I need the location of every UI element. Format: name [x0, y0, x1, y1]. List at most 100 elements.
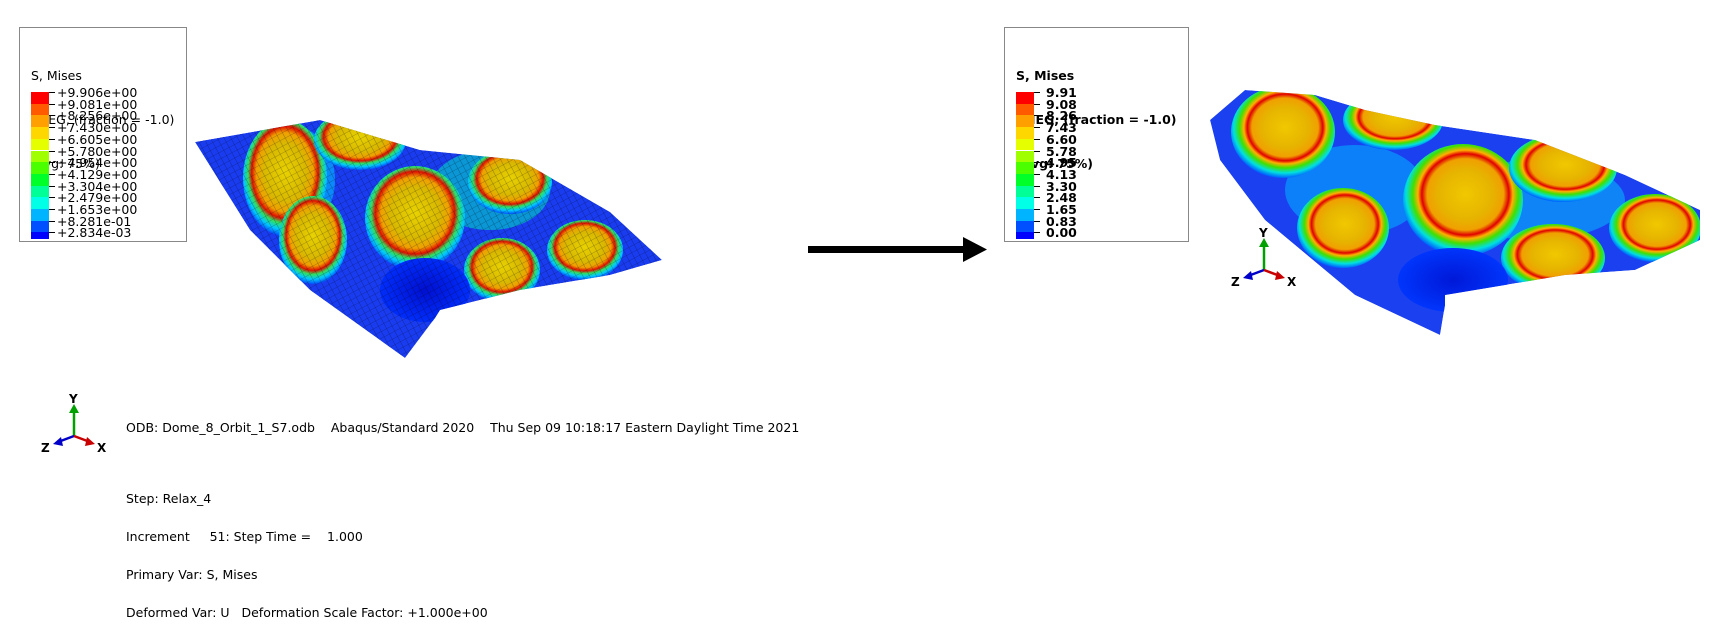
right-legend-value: 9.91 — [1046, 85, 1077, 100]
left-legend-tick — [49, 138, 55, 140]
left-legend-tick — [49, 220, 55, 222]
left-legend-value: +8.256e+00 — [57, 108, 138, 124]
right-legend-tick — [1034, 185, 1040, 187]
left-legend-value: +9.906e+00 — [57, 85, 138, 100]
right-legend-swatch — [1016, 185, 1034, 198]
left-legend-swatch — [31, 138, 49, 151]
left-legend-swatch — [31, 232, 49, 240]
left-legend-title: S, Mises — [31, 68, 82, 84]
left-legend-tick — [49, 209, 55, 210]
left-legend-swatch — [31, 173, 49, 186]
increment-line: Increment 51: Step Time = 1.000 — [126, 528, 363, 544]
left-legend-tick — [49, 103, 55, 105]
left-legend-value: +6.605e+00 — [57, 131, 138, 147]
left-legend-value: +3.304e+00 — [57, 178, 138, 194]
right-legend-swatch — [1016, 138, 1034, 151]
right-triad-x-label: X — [1287, 275, 1297, 289]
right-legend-avg: (Avg: 75%) — [1016, 155, 1094, 171]
left-legend-swatch — [31, 185, 49, 198]
right-dome-blue — [1398, 248, 1508, 312]
right-legend-swatch — [1016, 103, 1034, 116]
right-legend-swatch — [1016, 209, 1034, 221]
right-legend-swatch — [1016, 115, 1034, 128]
right-legend-value: 8.26 — [1046, 108, 1077, 124]
right-legend-tick — [1034, 92, 1040, 93]
left-legend-tick — [49, 127, 55, 129]
right-legend-value: 6.60 — [1046, 131, 1077, 147]
left-legend-swatch — [31, 220, 49, 233]
left-legend-value: +9.081e+00 — [57, 96, 138, 112]
right-legend-value: 0.00 — [1046, 225, 1077, 241]
right-legend-tick — [1034, 138, 1040, 140]
right-legend-tick — [1034, 220, 1040, 222]
right-legend-subtitle: SNEG, (fraction = -1.0) — [1016, 111, 1177, 127]
transition-arrow — [808, 237, 987, 262]
left-legend-swatch — [31, 115, 49, 128]
left-legend-value: +4.129e+00 — [57, 166, 138, 182]
right-legend-swatch — [1016, 162, 1034, 174]
step-line: Step: Relax_4 — [126, 491, 212, 507]
right-legend-tick — [1034, 232, 1040, 234]
right-legend-tick — [1034, 103, 1040, 105]
right-legend-tick — [1034, 127, 1040, 129]
odb-line: ODB: Dome_8_Orbit_1_S7.odb Abaqus/Standa… — [126, 420, 800, 436]
right-legend-swatch — [1016, 150, 1034, 163]
right-legend-value: 7.43 — [1046, 120, 1077, 136]
right-dome-2 — [1343, 90, 1443, 150]
left-legend-value: +7.430e+00 — [57, 120, 138, 136]
left-legend-value: +1.653e+00 — [57, 202, 138, 217]
right-legend-swatch — [1016, 127, 1034, 139]
left-legend-tick — [49, 232, 55, 234]
left-legend-swatch — [31, 127, 49, 139]
right-legend-swatch — [1016, 173, 1034, 186]
right-dome-1 — [1231, 90, 1335, 178]
right-legend-value: 1.65 — [1046, 202, 1077, 217]
right-legend-value: 0.83 — [1046, 213, 1077, 229]
left-legend-swatch — [31, 103, 49, 116]
left-legend-swatch — [31, 162, 49, 174]
left-legend-swatch — [31, 92, 49, 104]
right-dome-4 — [1403, 144, 1523, 256]
left-legend-tick — [49, 92, 55, 93]
right-axis-triad: Y Z X — [1231, 228, 1297, 289]
right-dome-7 — [1609, 194, 1700, 262]
right-contour-plot — [1210, 90, 1700, 335]
right-legend-value: 9.08 — [1046, 96, 1077, 112]
right-legend-swatch — [1016, 92, 1034, 104]
right-triad-z-label: Z — [1231, 275, 1240, 289]
analysis-info: ODB: Dome_8_Orbit_1_S7.odb Abaqus/Standa… — [126, 397, 799, 632]
left-legend-tick — [49, 185, 55, 187]
right-legend-tick — [1034, 197, 1040, 199]
right-legend-value: 4.13 — [1046, 166, 1077, 182]
right-dome-6 — [1501, 224, 1605, 292]
left-legend-value: +5.780e+00 — [57, 143, 138, 159]
right-triad-y-label: Y — [1258, 228, 1268, 240]
right-legend-tick — [1034, 209, 1040, 210]
right-legend-tick — [1034, 150, 1040, 152]
primary-var-line: Primary Var: S, Mises — [126, 566, 258, 582]
right-legend-swatch — [1016, 220, 1034, 233]
left-triad-z-label: Z — [41, 441, 50, 455]
right-legend-title: S, Mises — [1016, 68, 1075, 84]
right-legend-tick — [1034, 115, 1040, 117]
right-legend-value: 5.78 — [1046, 143, 1077, 159]
left-axis-triad: Y Z X — [41, 394, 107, 455]
left-legend-tick — [49, 197, 55, 199]
left-legend-tick — [49, 150, 55, 152]
right-dome-5 — [1509, 134, 1617, 202]
right-legend-swatch — [1016, 232, 1034, 240]
left-legend-value: +2.834e-03 — [57, 225, 132, 241]
right-legend-value: 4.95 — [1046, 155, 1077, 171]
left-legend-tick — [49, 115, 55, 117]
left-legend-swatch — [31, 197, 49, 209]
left-legend-value: +2.479e+00 — [57, 190, 138, 206]
left-triad-y-label: Y — [68, 394, 78, 406]
left-legend-swatch — [31, 150, 49, 163]
left-legend-swatch — [31, 209, 49, 221]
deformed-var-line: Deformed Var: U Deformation Scale Factor… — [126, 604, 488, 620]
left-legend: S, Mises SNEG, (fraction = -1.0) (Avg: 7… — [19, 27, 187, 242]
left-contour-plot — [195, 120, 662, 358]
left-legend-value: +4.954e+00 — [57, 155, 138, 171]
left-legend-value: +8.281e-01 — [57, 213, 132, 229]
right-dome-3 — [1297, 188, 1389, 268]
